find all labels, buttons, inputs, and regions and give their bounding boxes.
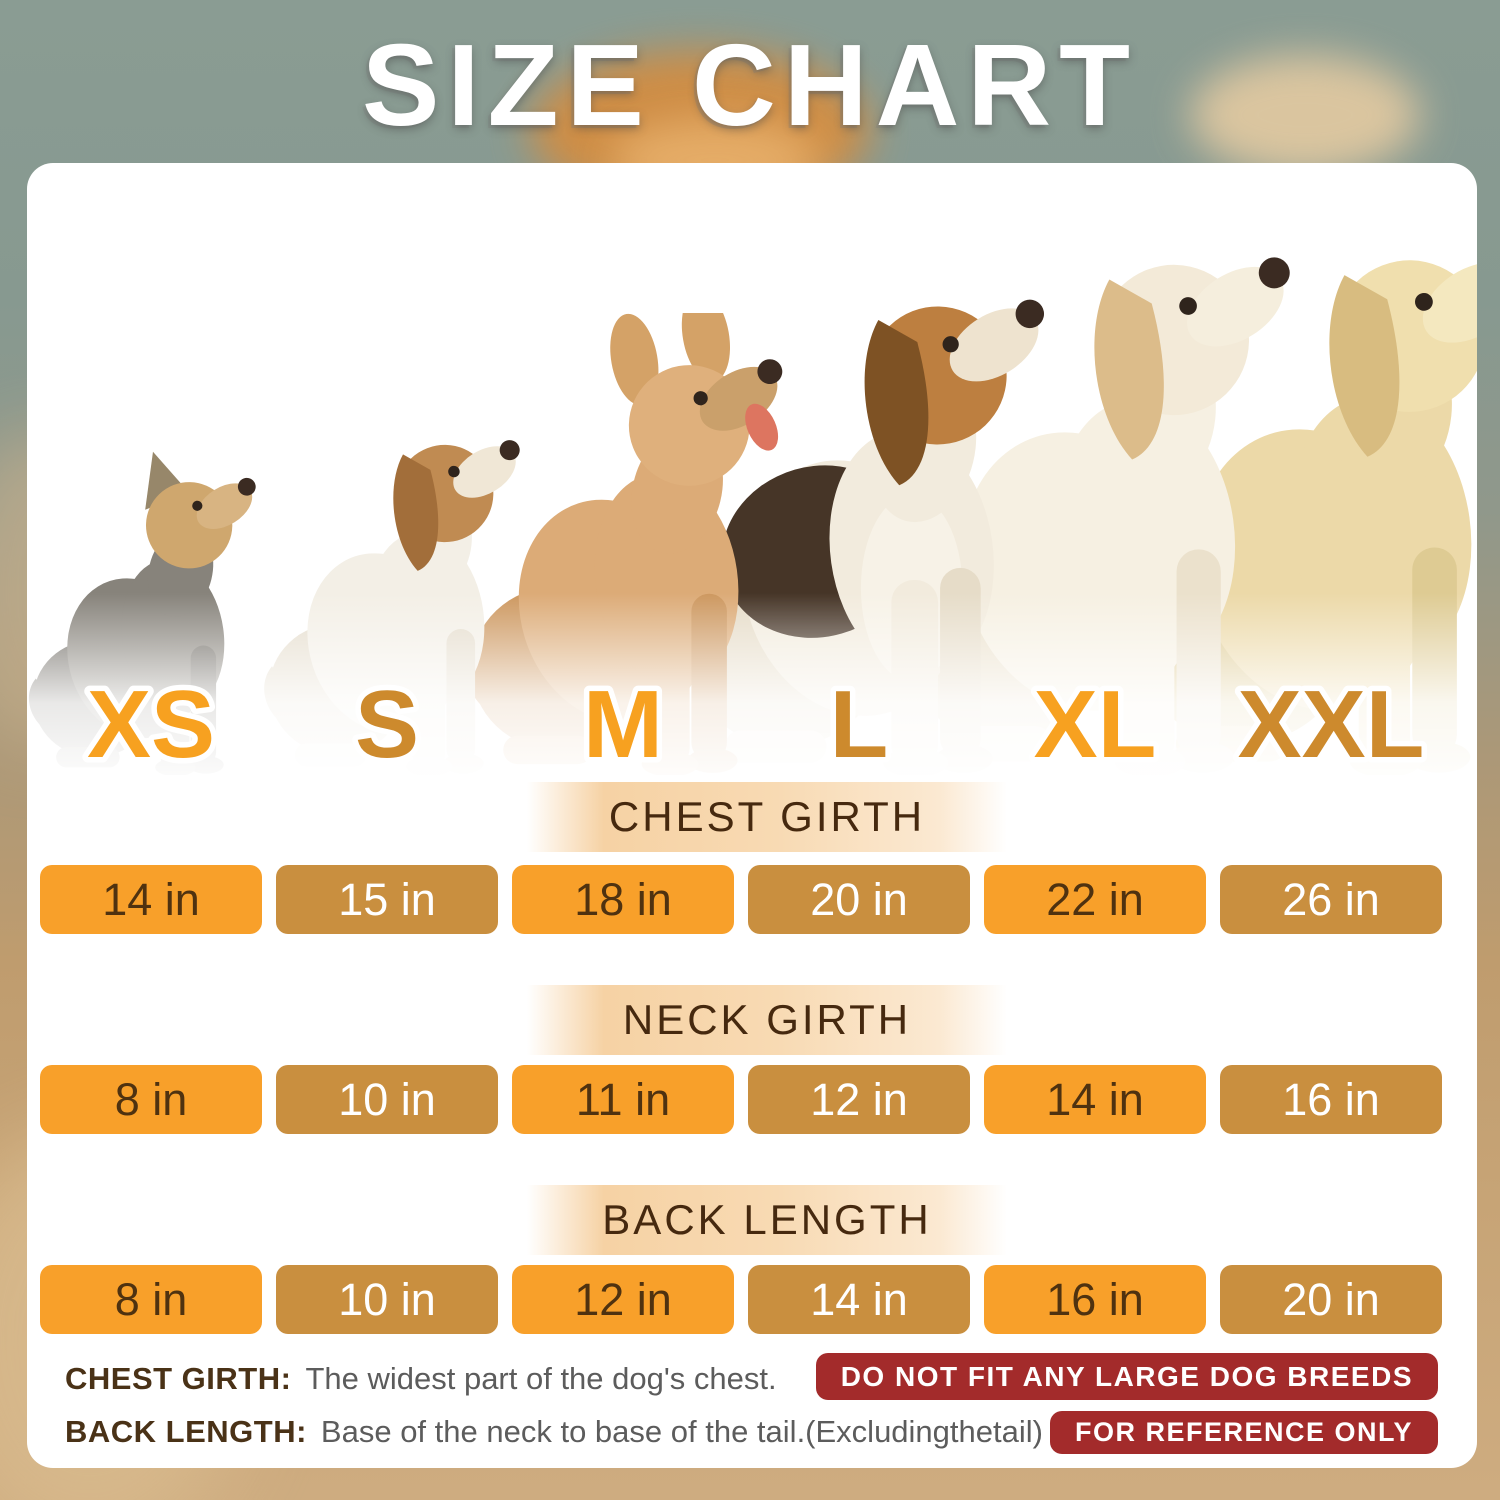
chest-girth-values-row: 14 in 15 in 18 in 20 in 22 in 26 in [40, 865, 1464, 934]
size-label-l: L [748, 661, 970, 786]
chest-girth-value-xl: 22 in [984, 865, 1206, 934]
back-length-value-s: 10 in [276, 1265, 498, 1334]
size-label-text: XL [1028, 666, 1162, 784]
note-text: Base of the neck to base of the tail.(Ex… [320, 1414, 1043, 1449]
back-length-values-row: 8 in 10 in 12 in 14 in 16 in 20 in [40, 1265, 1464, 1334]
svg-text:XXL: XXL [1238, 671, 1425, 778]
size-label-xxl: XXL [1220, 661, 1442, 786]
note-label: CHEST GIRTH: [65, 1361, 292, 1396]
back-length-value-xxl: 20 in [1220, 1265, 1442, 1334]
neck-girth-value-xxl: 16 in [1220, 1065, 1442, 1134]
warning-badge: FOR REFERENCE ONLY [1049, 1411, 1438, 1454]
neck-girth-value-l: 12 in [748, 1065, 970, 1134]
chest-girth-value-s: 15 in [276, 865, 498, 934]
neck-girth-header: NECK GIRTH [527, 985, 1007, 1055]
neck-girth-header-label: NECK GIRTH [622, 996, 912, 1043]
chest-girth-header-label: CHEST GIRTH [608, 793, 926, 840]
svg-text:XS: XS [87, 671, 215, 778]
note-line: CHEST GIRTH: The widest part of the dog's… [65, 1361, 1043, 1397]
note-line: BACK LENGTH: Base of the neck to base of … [65, 1414, 1043, 1450]
size-label-m: M [512, 661, 734, 786]
back-length-value-m: 12 in [512, 1265, 734, 1334]
back-length-value-xl: 16 in [984, 1265, 1206, 1334]
neck-girth-values-row: 8 in 10 in 11 in 12 in 14 in 16 in [40, 1065, 1464, 1134]
back-length-value-xs: 8 in [40, 1265, 262, 1334]
size-label-xs: XS [40, 661, 262, 786]
chest-girth-header: CHEST GIRTH [527, 782, 1007, 852]
warning-badges: DO NOT FIT ANY LARGE DOG BREEDS FOR REFER… [815, 1353, 1438, 1465]
chest-girth-value-l: 20 in [748, 865, 970, 934]
size-label-text: XS [81, 666, 220, 784]
size-chart-card: XS S M L XL XXL CHEST GIRTH 14 in 15 in 18 in 20… [27, 163, 1477, 1468]
svg-text:M: M [583, 671, 663, 778]
svg-text:S: S [355, 671, 419, 778]
neck-girth-value-xs: 8 in [40, 1065, 262, 1134]
page-title: SIZE CHART [362, 20, 1138, 150]
svg-text:L: L [830, 671, 889, 778]
back-length-value-l: 14 in [748, 1265, 970, 1334]
dog-fade-overlay [27, 593, 1477, 793]
back-length-header: BACK LENGTH [527, 1185, 1007, 1255]
back-length-header-label: BACK LENGTH [602, 1196, 932, 1243]
chest-girth-value-xs: 14 in [40, 865, 262, 934]
chest-girth-value-xxl: 26 in [1220, 865, 1442, 934]
svg-text:XL: XL [1034, 671, 1157, 778]
size-label-row: XS S M L XL XXL [40, 661, 1464, 786]
size-label-text: XXL [1232, 666, 1430, 784]
blurred-cream-background [1190, 55, 1420, 175]
size-label-xl: XL [984, 661, 1206, 786]
note-text: The widest part of the dog's chest. [305, 1361, 777, 1396]
neck-girth-value-s: 10 in [276, 1065, 498, 1134]
measurement-notes: CHEST GIRTH: The widest part of the dog's… [65, 1361, 1043, 1467]
size-label-text: S [349, 666, 424, 784]
neck-girth-value-m: 11 in [512, 1065, 734, 1134]
chest-girth-value-m: 18 in [512, 865, 734, 934]
neck-girth-value-xl: 14 in [984, 1065, 1206, 1134]
note-label: BACK LENGTH: [65, 1414, 307, 1449]
size-label-text: M [578, 666, 669, 784]
warning-badge: DO NOT FIT ANY LARGE DOG BREEDS [815, 1353, 1438, 1400]
size-label-text: L [824, 666, 894, 784]
size-label-s: S [276, 661, 498, 786]
